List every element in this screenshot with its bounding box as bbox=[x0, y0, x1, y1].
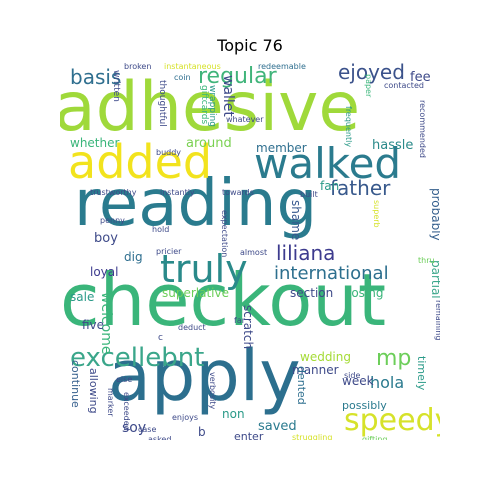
word-walked: walked bbox=[254, 139, 401, 188]
word-far: far bbox=[234, 316, 246, 325]
word-built: built bbox=[300, 190, 318, 199]
word-gifting: gifting bbox=[362, 435, 387, 440]
word-possibly: possibly bbox=[342, 399, 387, 412]
word-written: written bbox=[111, 70, 121, 102]
wordcloud-title: Topic 76 bbox=[217, 36, 283, 55]
word-frequently: frequently bbox=[344, 106, 353, 147]
word-probably: probably bbox=[429, 188, 440, 241]
word-verbosity: verbosity bbox=[208, 372, 217, 409]
word-shame: shame bbox=[289, 200, 303, 240]
word-thru: thru bbox=[418, 256, 435, 265]
word-speedy: speedy bbox=[344, 403, 440, 438]
word-exceeded: exceeded bbox=[122, 392, 131, 431]
word-partial: partial bbox=[429, 260, 440, 299]
word-trustworthy: trustworthy bbox=[90, 188, 137, 197]
word-penny: penny bbox=[100, 216, 125, 225]
word-cloud: adhesive reading checkout apply added walked t… bbox=[60, 60, 440, 440]
word-around: around bbox=[186, 136, 232, 151]
word-section: section bbox=[290, 286, 333, 300]
word-side: side bbox=[344, 371, 360, 380]
word-marker: marker bbox=[106, 388, 115, 417]
word-recommended: recommended bbox=[418, 100, 427, 158]
word-hold: hold bbox=[152, 225, 169, 234]
word-hola: hola bbox=[370, 373, 404, 392]
word-adhesive: adhesive bbox=[60, 68, 360, 147]
word-hassle: hassle bbox=[372, 138, 413, 153]
word-buddy: buddy bbox=[156, 148, 181, 157]
word-deduct: deduct bbox=[178, 323, 206, 332]
word-c: c bbox=[158, 333, 163, 343]
word-non: non bbox=[222, 407, 245, 421]
word-regular: regular bbox=[198, 64, 278, 89]
word-fee: fee bbox=[410, 70, 431, 85]
word-boy: boy bbox=[94, 231, 118, 246]
word-scratch: scratch bbox=[241, 305, 255, 349]
word-whether: whether bbox=[70, 136, 119, 150]
word-saved: saved bbox=[258, 419, 297, 434]
word-asked: asked bbox=[148, 435, 171, 440]
word-excellebnt: excellebnt bbox=[70, 343, 204, 373]
word-enjoys: enjoys bbox=[172, 413, 198, 422]
word-mp: mp bbox=[376, 346, 411, 371]
word-thoughtful: thoughtful bbox=[157, 80, 167, 127]
word-five: five bbox=[82, 318, 104, 332]
word-losing: losing bbox=[348, 286, 383, 300]
word-checkout: checkout bbox=[60, 258, 386, 342]
word-whatever: whatever bbox=[226, 115, 264, 124]
word-pricier: pricier bbox=[156, 247, 182, 256]
word-contacted: contacted bbox=[384, 81, 424, 90]
word-basis: basis bbox=[70, 65, 121, 89]
word-ejoyed: ejoyed bbox=[338, 60, 405, 84]
word-instantly: instantly bbox=[160, 188, 195, 197]
word-member: member bbox=[256, 141, 307, 155]
word-wedding: wedding bbox=[300, 350, 351, 364]
word-apply: apply bbox=[108, 335, 301, 417]
word-week: week bbox=[342, 374, 374, 388]
word-towards: towards bbox=[222, 188, 254, 197]
word-enter: enter bbox=[234, 430, 264, 440]
word-dented: dented bbox=[295, 366, 308, 405]
word-manner: manner bbox=[292, 363, 339, 377]
word-instantaneous: instantaneous bbox=[164, 62, 221, 71]
word-case: case bbox=[138, 425, 156, 434]
word-coin: coin bbox=[174, 73, 191, 82]
word-reading: reading bbox=[74, 167, 317, 241]
word-superlative: superlative bbox=[162, 286, 229, 300]
word-struggling: struggling bbox=[292, 433, 332, 440]
word-paper: paper bbox=[364, 74, 373, 98]
word-wrapping: wrapping bbox=[207, 85, 217, 127]
word-wallet: wallet bbox=[220, 75, 236, 117]
word-expectation: expectation bbox=[220, 210, 229, 257]
word-truly: truly bbox=[160, 247, 248, 291]
word-b: b bbox=[198, 425, 206, 439]
word-superb: superb bbox=[372, 200, 381, 228]
word-father: father bbox=[330, 176, 391, 200]
word-timely: timely bbox=[415, 356, 428, 391]
word-fan: fan bbox=[320, 179, 339, 193]
word-added: added bbox=[68, 135, 212, 189]
word-continue: continue bbox=[69, 360, 82, 408]
word-soy: soy bbox=[122, 420, 146, 436]
word-dig: dig bbox=[124, 250, 143, 264]
word-liliana: liliana bbox=[276, 241, 335, 265]
word-welcome: welcome bbox=[98, 292, 114, 354]
word-almost: almost bbox=[240, 248, 267, 257]
word-redeemable: redeemable bbox=[258, 62, 306, 71]
word-else: else bbox=[116, 375, 132, 384]
word-loyal: loyal bbox=[90, 265, 118, 279]
word-sale: sale bbox=[70, 290, 94, 304]
word-broken: broken bbox=[124, 62, 151, 71]
word-international: international bbox=[274, 263, 389, 284]
word-giftcards: giftcards bbox=[199, 85, 209, 124]
word-remaining: remaining bbox=[434, 300, 440, 340]
word-allowing: allowing bbox=[87, 368, 100, 414]
